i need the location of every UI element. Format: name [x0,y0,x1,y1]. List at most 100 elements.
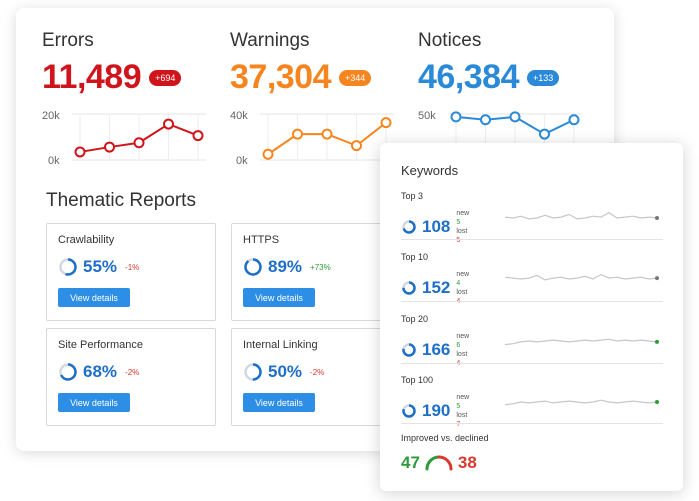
report-delta: -1% [125,262,140,272]
trend-point [539,128,550,140]
lost-label: lost [456,289,468,296]
new-label: new [456,210,470,217]
report-card-internal-linking: Internal Linking 50% -2% View details [231,328,401,426]
keyword-trend-sparkline [504,211,659,220]
lost-count: 5 [456,237,461,244]
report-title: Site Performance [58,339,143,351]
report-delta: -2% [310,367,325,377]
lost-label: lost [456,228,468,235]
notices-axis-top: 50k [418,110,436,122]
warnings-value: 37,304 [230,58,332,96]
improved-vs-declined: 47 38 [401,453,477,473]
progress-ring-icon [244,258,262,276]
new-label: new [456,394,470,401]
keyword-count: 166 [422,340,451,359]
warnings-badge: +344 [339,69,372,86]
notices-value: 46,384 [418,58,520,96]
improved-vs-declined-label: Improved vs. declined [401,433,489,443]
trend-point [509,111,521,123]
lost-label: lost [456,412,468,419]
trend-point [568,114,580,126]
progress-ring-icon [402,343,416,357]
progress-ring-icon [59,363,77,381]
report-delta: -2% [125,367,140,377]
keyword-count: 190 [422,401,451,420]
report-percent: 50% [268,362,303,381]
keyword-row-label: Top 20 [401,314,429,324]
keyword-row-top-3: Top 3 108 new 5 lost 5 [401,191,663,251]
declined-count: 38 [457,453,477,472]
progress-ring-icon [244,363,262,381]
view-details-button[interactable]: View details [58,288,130,307]
view-details-button[interactable]: View details [243,393,315,412]
report-delta: +73% [310,262,331,272]
warnings-metric: Warnings 37,304 +344 [230,30,410,97]
trend-point [321,128,333,140]
report-title: Crawlability [58,234,115,246]
report-card-crawlability: Crawlability 55% -1% View details [46,223,216,321]
notices-metric: Notices 46,384 +133 [418,30,598,97]
keyword-row-label: Top 10 [401,252,429,262]
errors-metric: Errors 11,489 +694 [42,30,222,97]
keyword-row-label: Top 3 [401,191,424,201]
progress-ring-icon [402,404,416,418]
trend-point [351,140,362,152]
notices-badge: +133 [527,69,560,86]
view-details-button[interactable]: View details [243,288,315,307]
report-card-https: HTTPS 89% +73% View details [231,223,401,321]
gauge-icon [425,455,453,471]
new-count: 5 [456,403,461,410]
warnings-axis-top: 40k [230,110,248,122]
warnings-trend-chart [260,113,394,161]
notices-trend-chart [448,111,582,161]
trend-point [380,117,392,129]
sparkline-end-point [655,276,659,281]
warnings-title: Warnings [230,30,310,51]
progress-ring-icon [402,281,416,295]
report-percent: 89% [268,257,303,276]
warnings-axis-bottom: 0k [236,155,248,167]
report-percent: 55% [83,257,118,276]
report-title: HTTPS [243,234,280,246]
new-count: 5 [456,219,461,226]
new-label: new [456,271,470,278]
sparkline-end-point [655,339,659,344]
divider [401,301,663,302]
keyword-count: 152 [422,278,451,297]
thematic-reports-title: Thematic Reports [46,190,196,211]
keyword-trend-sparkline [504,338,659,346]
lost-label: lost [456,351,468,358]
errors-axis-top: 20k [42,110,60,122]
report-title: Internal Linking [243,339,318,351]
divider [401,423,663,424]
report-percent: 68% [83,362,118,381]
notices-title: Notices [418,30,482,51]
view-details-button[interactable]: View details [58,393,130,412]
lost-count: 7 [456,421,461,428]
new-label: new [456,333,470,340]
divider [401,363,663,364]
errors-trend-chart [72,113,206,161]
keyword-row-top-100: Top 100 190 new 5 lost 7 [401,375,663,435]
keyword-trend-sparkline [504,399,659,406]
sparkline-end-point [655,400,659,404]
sparkline-end-point [655,216,659,220]
new-count: 6 [456,342,461,349]
progress-ring-icon [402,220,416,234]
errors-axis-bottom: 0k [48,155,60,167]
improved-count: 47 [401,453,420,472]
keyword-trend-sparkline [504,273,659,281]
keyword-count: 108 [422,217,451,236]
trend-point [262,148,274,160]
report-card-site-performance: Site Performance 68% -2% View details [46,328,216,426]
divider [401,239,663,240]
trend-point [450,111,462,123]
trend-point [74,146,86,158]
errors-badge: +694 [149,69,182,86]
trend-point [133,137,145,149]
trend-point [163,118,174,130]
errors-title: Errors [42,30,94,51]
trend-point [480,114,491,126]
